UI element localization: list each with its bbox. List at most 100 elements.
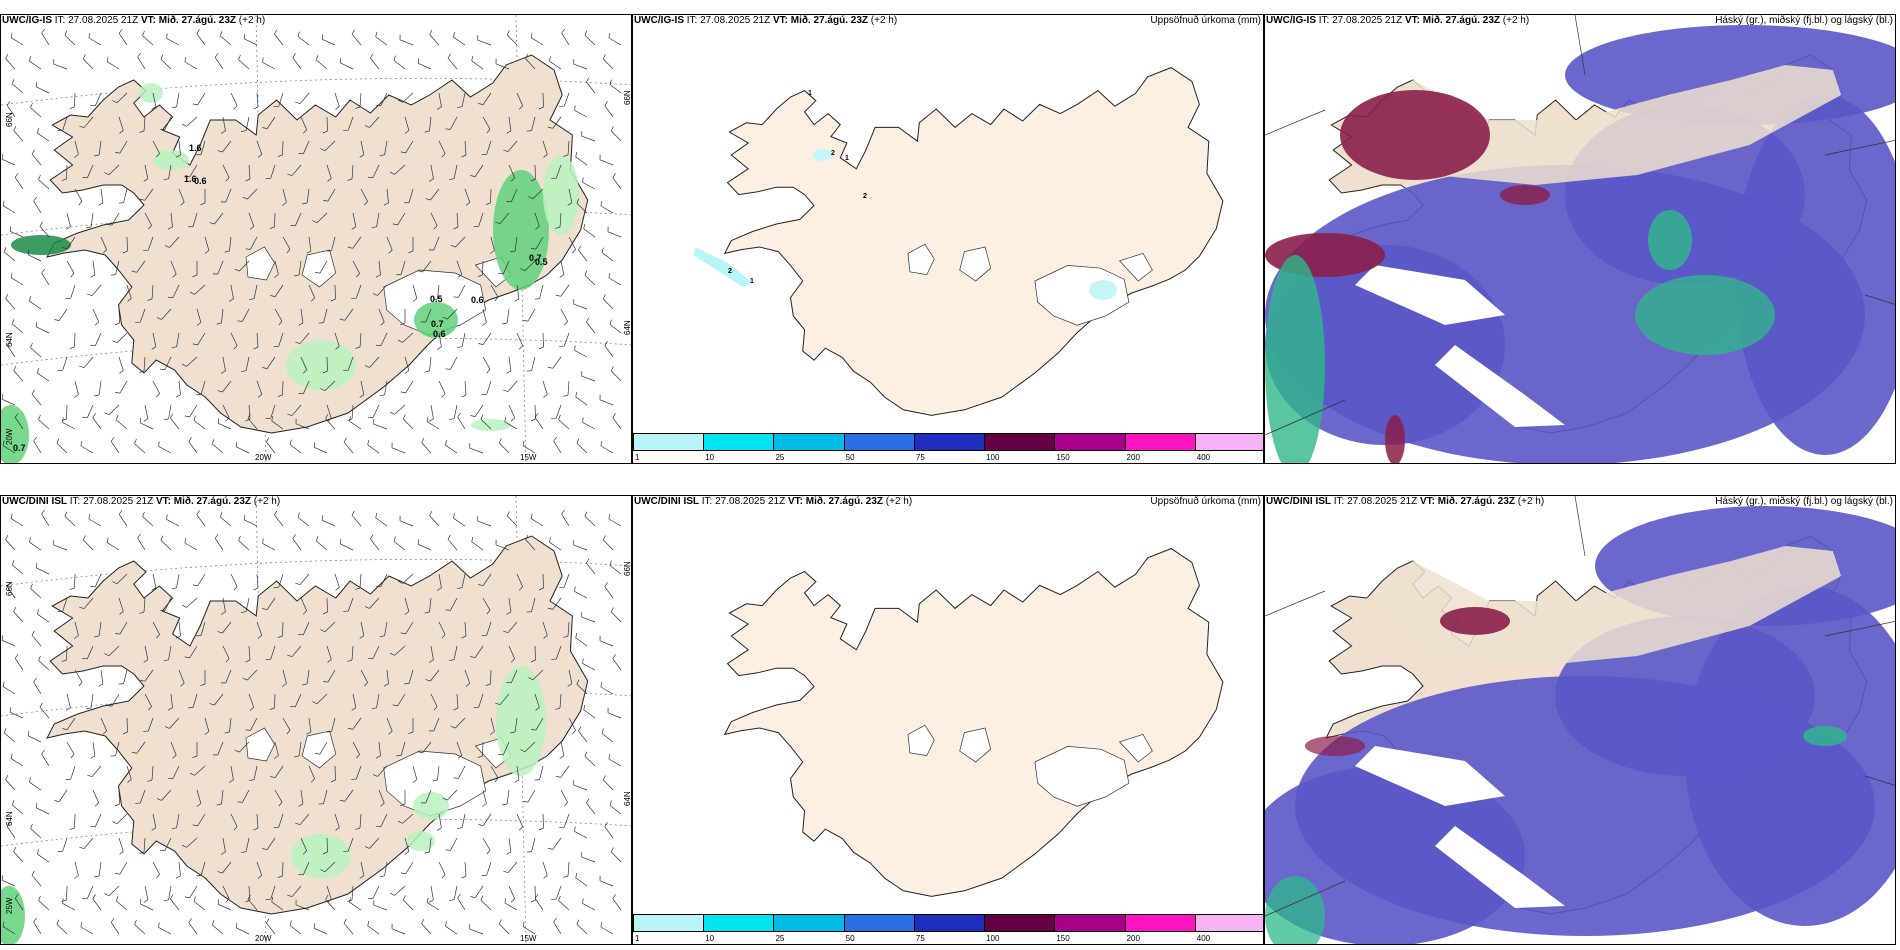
wind-barb bbox=[266, 837, 276, 850]
wind-barb bbox=[426, 902, 440, 911]
wind-barb-flag bbox=[543, 154, 548, 158]
wind-barb-flag bbox=[490, 731, 495, 735]
wind-barb bbox=[118, 356, 124, 371]
wind-barb bbox=[480, 900, 492, 911]
wind-barb bbox=[422, 741, 432, 754]
wind-barb-flag bbox=[510, 658, 515, 663]
wind-barb bbox=[344, 789, 354, 802]
wind-barb bbox=[542, 861, 548, 876]
wind-barb-flag bbox=[37, 609, 39, 615]
wind-barb-flag bbox=[424, 130, 430, 133]
wind-barb bbox=[266, 116, 276, 129]
wind-barb-flag bbox=[494, 777, 499, 783]
wind-barb-flag bbox=[322, 130, 328, 134]
wind-barb bbox=[352, 236, 362, 249]
wind-barb-flag bbox=[196, 29, 200, 34]
lat-label-66n-right: 66N bbox=[623, 561, 632, 576]
wind-barb bbox=[604, 345, 614, 358]
colorbar-segment bbox=[913, 433, 986, 451]
wind-barb-flag bbox=[482, 322, 487, 326]
wind-barb bbox=[327, 188, 336, 202]
wind-barb-flag bbox=[287, 894, 293, 898]
wind-barb-flag bbox=[112, 340, 118, 344]
wind-barb bbox=[242, 308, 250, 322]
wind-barb-flag bbox=[367, 920, 370, 926]
wind-barb bbox=[331, 236, 336, 251]
wind-barb bbox=[430, 164, 434, 179]
wind-barb-flag bbox=[6, 341, 11, 346]
wind-barb-flag bbox=[335, 346, 340, 350]
wind-barb-flag bbox=[39, 221, 43, 227]
wind-barb bbox=[609, 84, 622, 94]
wind-barb bbox=[438, 332, 442, 347]
wind-barb-flag bbox=[359, 394, 365, 398]
wind-barb-flag bbox=[450, 244, 456, 248]
wind-barb-flag bbox=[131, 270, 137, 273]
wind-barb-flag bbox=[164, 726, 170, 729]
wind-barb-flag bbox=[547, 126, 553, 129]
wind-barb-flag bbox=[122, 731, 128, 735]
wind-barb bbox=[108, 885, 120, 896]
wind-barb-flag bbox=[535, 707, 540, 711]
wind-barb bbox=[250, 717, 258, 731]
precip-patch bbox=[413, 792, 449, 820]
wind-barb bbox=[170, 260, 177, 275]
colorbar-tick-label: 100 bbox=[986, 934, 1000, 943]
wind-barb-flag bbox=[56, 919, 60, 925]
wind-barb-flag bbox=[30, 823, 33, 829]
wind-barb bbox=[108, 404, 120, 415]
wind-barb bbox=[91, 765, 102, 777]
wind-barb bbox=[584, 516, 596, 527]
wind-barb-flag bbox=[175, 394, 181, 398]
wind-barb bbox=[560, 260, 565, 275]
panel-title: UWC/DINI ISL IT: 27.08.2025 21Z VT: Mið.… bbox=[634, 496, 913, 507]
wind-barb-flag bbox=[563, 635, 569, 638]
wind-barb-flag bbox=[575, 872, 578, 878]
wind-barb bbox=[555, 645, 562, 660]
wind-barb-flag bbox=[214, 53, 219, 58]
wind-barb-flag bbox=[534, 894, 539, 899]
wind-barb bbox=[482, 789, 487, 804]
wind-barb bbox=[62, 356, 68, 371]
wind-barb-flag bbox=[470, 415, 476, 417]
wind-barb-flag bbox=[609, 319, 612, 325]
wind-barb-flag bbox=[306, 250, 312, 254]
wind-barb bbox=[455, 717, 466, 729]
wind-barb bbox=[108, 645, 120, 656]
wind-barb-flag bbox=[506, 130, 512, 134]
wind-barb-flag bbox=[437, 827, 442, 831]
wind-barb-flag bbox=[490, 250, 495, 254]
wind-barb-flag bbox=[461, 875, 467, 879]
wind-barb bbox=[14, 177, 24, 190]
wind-barb bbox=[274, 693, 276, 709]
wind-barb-flag bbox=[520, 268, 526, 272]
wind-barb bbox=[326, 645, 332, 660]
wind-barb-flag bbox=[612, 654, 616, 659]
wind-barb-flag bbox=[2, 921, 5, 927]
wind-barb-flag bbox=[30, 342, 33, 348]
wind-barb bbox=[601, 733, 614, 743]
wind-barb bbox=[300, 837, 308, 851]
wind-barb bbox=[603, 539, 614, 551]
wind-barb bbox=[567, 621, 570, 637]
wind-barb bbox=[302, 621, 310, 635]
wind-barb bbox=[603, 58, 614, 70]
colorbar-tick-label: 400 bbox=[1196, 934, 1211, 943]
wind-barb bbox=[530, 518, 544, 527]
wind-barb bbox=[578, 730, 588, 743]
wind-barb bbox=[430, 188, 440, 201]
wind-barb-flag bbox=[115, 415, 119, 421]
wind-barb bbox=[456, 741, 463, 756]
wind-barb-flag bbox=[294, 755, 300, 758]
wind-barb-flag bbox=[442, 316, 448, 320]
wind-barb bbox=[575, 156, 588, 166]
wind-barb-flag bbox=[180, 201, 185, 206]
wind-barb bbox=[144, 212, 152, 226]
lon-label-20w-left: 20W bbox=[5, 428, 14, 445]
wind-barb-flag bbox=[106, 537, 109, 543]
wind-barb bbox=[80, 445, 94, 454]
wind-barb-flag bbox=[297, 512, 300, 518]
wind-barb bbox=[508, 645, 516, 659]
wind-barb bbox=[10, 230, 24, 238]
wind-panel-ig: UWC/IG-IS IT: 27.08.2025 21Z VT: Mið. 27… bbox=[0, 14, 632, 464]
